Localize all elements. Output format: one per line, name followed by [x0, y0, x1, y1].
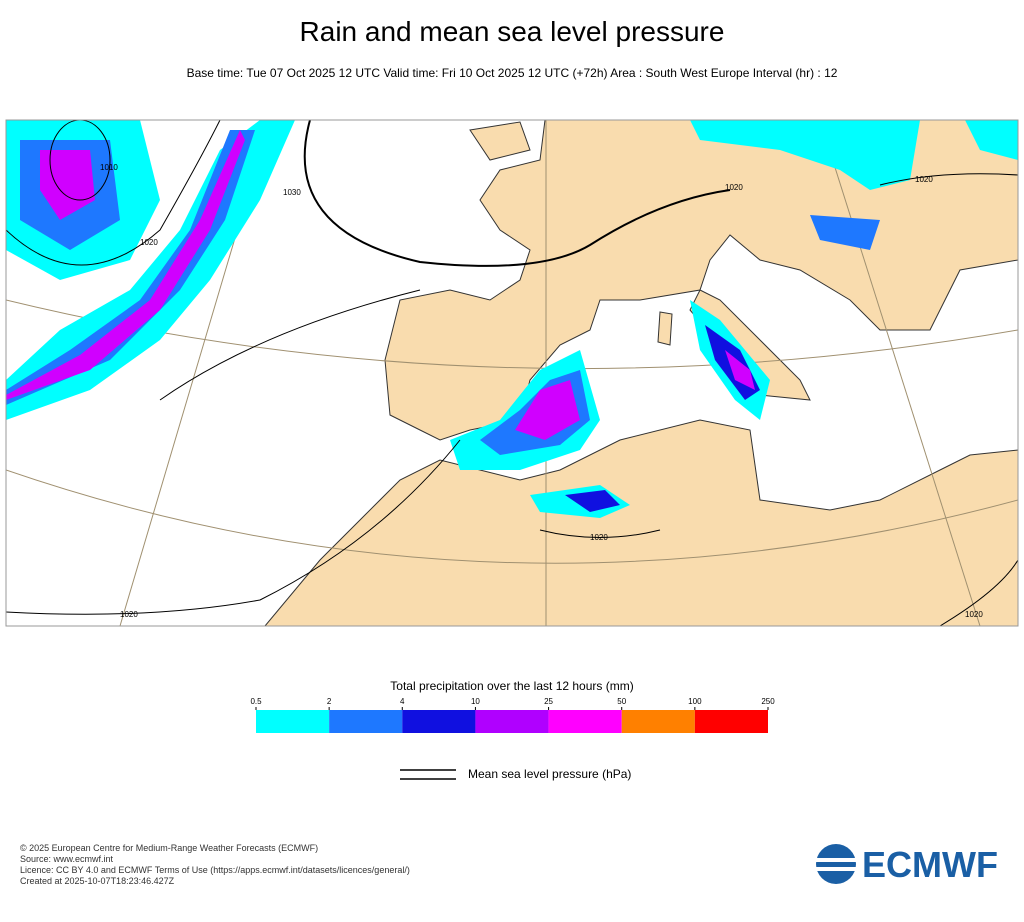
footer: © 2025 European Centre for Medium-Range …: [20, 843, 410, 887]
legend-label: Mean sea level pressure (hPa): [468, 767, 631, 781]
colorbar-tick-label: 10: [471, 697, 480, 706]
isobar-label: 1020: [725, 183, 743, 192]
isobar-label: 1020: [965, 610, 983, 619]
colorbar-segment: [621, 710, 695, 733]
colorbar: 0.5 2 4 10 25 50 100 250: [250, 697, 775, 733]
isobar-label: 1020: [915, 175, 933, 184]
footer-line: Licence: CC BY 4.0 and ECMWF Terms of Us…: [20, 865, 410, 875]
title: Rain and mean sea level pressure: [299, 16, 725, 47]
colorbar-tick-label: 25: [544, 697, 553, 706]
colorbar-tick-label: 50: [617, 697, 626, 706]
colorbar-segment: [694, 710, 768, 733]
logo-text: ECMWF: [862, 844, 998, 885]
isobar-labels: 1010 1020 1030 1020 1020 1020 1020 1020: [100, 163, 983, 619]
footer-line: © 2025 European Centre for Medium-Range …: [20, 843, 319, 853]
colorbar-segment: [548, 710, 622, 733]
colorbar-tick-label: 250: [761, 697, 775, 706]
isobar-label: 1030: [283, 188, 301, 197]
map: 1010 1020 1030 1020 1020 1020 1020 1020: [6, 120, 1018, 626]
colorbar-title: Total precipitation over the last 12 hou…: [390, 679, 633, 693]
isobar-label: 1020: [140, 238, 158, 247]
colorbar-segment: [256, 710, 330, 733]
colorbar-tick-label: 4: [400, 697, 405, 706]
isobar-label: 1010: [100, 163, 118, 172]
logo: ECMWF: [814, 844, 998, 885]
colorbar-segment: [475, 710, 549, 733]
colorbar-segment: [402, 710, 476, 733]
colorbar-tick-label: 100: [688, 697, 702, 706]
footer-line: Source: www.ecmwf.int: [20, 854, 114, 864]
colorbar-tick-label: 2: [327, 697, 332, 706]
isobar-label: 1020: [120, 610, 138, 619]
subtitle: Base time: Tue 07 Oct 2025 12 UTC Valid …: [186, 66, 838, 80]
land: [264, 120, 1018, 626]
colorbar-tick-label: 0.5: [250, 697, 262, 706]
footer-line: Created at 2025-10-07T18:23:46.427Z: [20, 876, 175, 886]
colorbar-segment: [329, 710, 403, 733]
map-frame: [5, 119, 1019, 627]
isobars: [6, 120, 1018, 626]
isobar-label: 1020: [590, 533, 608, 542]
